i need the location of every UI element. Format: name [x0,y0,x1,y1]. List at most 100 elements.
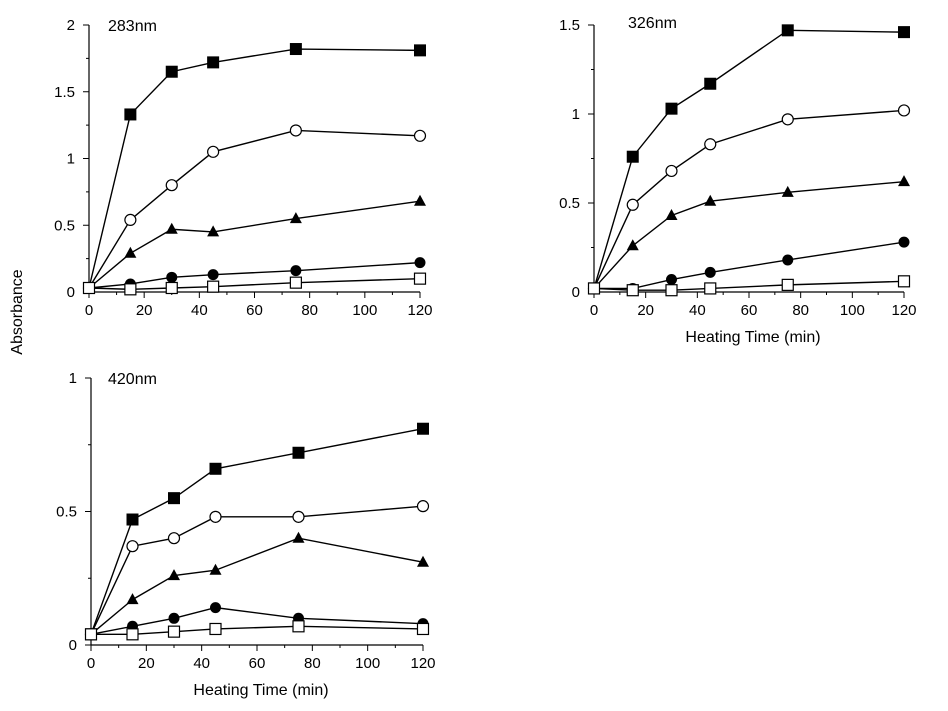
data-point-square-open [167,625,181,638]
x-tick-label: 60 [249,655,266,672]
data-point-circle-open [207,145,220,158]
data-point-triangle-filled [626,239,639,251]
data-point-square-open [289,276,302,289]
data-point-circle-filled [898,236,910,248]
y-tick-label: 0 [69,637,77,654]
data-point-circle-open [126,540,139,553]
data-point-square-open [82,281,96,295]
data-point-circle-open [289,124,302,137]
data-point-square-filled [626,150,639,163]
data-point-circle-open [209,510,222,523]
series-line-square-filled [593,29,905,289]
y-tick-label: 0 [572,284,580,301]
data-point-square-filled [665,102,678,115]
x-tick-label: 0 [85,302,93,319]
data-point-square-open [897,275,911,288]
series-line-square-open [91,625,424,636]
x-tick-label: 100 [840,302,865,319]
data-point-triangle-filled [289,212,302,224]
data-point-square-filled [124,108,137,121]
data-point-square-open [413,272,427,285]
data-point-square-open [207,280,220,293]
data-point-triangle-filled [209,563,222,575]
data-point-square-open [626,284,639,297]
data-point-circle-open [781,113,794,126]
y-tick-label: 1.5 [559,17,580,34]
x-tick-label: 60 [246,302,263,319]
panel-title: 420nm [108,371,157,388]
data-point-square-filled [209,462,222,475]
data-point-circle-open [626,198,639,211]
data-point-circle-filled [666,274,677,286]
x-tick-label: 0 [87,655,95,672]
x-tick-label: 80 [301,302,318,319]
data-point-square-open [165,281,178,295]
data-point-square-open [587,282,601,295]
data-point-circle-open [416,500,430,513]
x-tick-label: 100 [352,302,377,319]
series-line-circle-filled [594,241,905,290]
data-point-circle-filled [207,269,219,281]
y-tick-label: 0.5 [54,217,75,234]
data-point-circle-open [665,164,678,178]
y-axis-title: Absorbance [9,269,26,354]
x-axis-title: Heating Time (min) [193,682,328,699]
y-tick-label: 2 [67,17,75,34]
x-tick-label: 0 [590,302,598,319]
series-line-triangle-filled [88,200,421,289]
x-tick-label: 100 [355,655,380,672]
data-point-circle-open [167,532,181,545]
data-point-circle-open [704,138,717,151]
data-point-square-filled [126,513,139,526]
data-point-square-filled [417,422,429,435]
data-point-square-filled [704,77,717,90]
data-point-triangle-filled [165,222,178,234]
series-line-circle-open [88,129,421,289]
y-tick-label: 1 [69,370,77,387]
series-line-triangle-filled [90,537,424,635]
x-tick-label: 80 [304,655,321,672]
data-point-circle-filled [704,266,716,278]
series-line-square-open [88,277,421,291]
series-line-triangle-filled [593,180,905,289]
data-point-triangle-filled [292,531,305,543]
data-point-square-open [292,620,305,633]
data-point-circle-filled [168,612,180,624]
x-tick-label: 20 [136,302,153,319]
x-tick-label: 120 [891,302,916,319]
data-point-square-filled [289,43,302,56]
data-point-square-filled [168,492,180,505]
data-point-square-open [126,628,139,641]
x-tick-label: 20 [637,302,654,319]
data-point-square-open [781,278,794,291]
y-tick-label: 0.5 [56,504,77,521]
data-point-square-open [124,283,137,296]
x-tick-label: 120 [407,302,432,319]
data-point-triangle-filled [417,555,429,567]
data-point-square-open [209,622,222,636]
x-tick-label: 120 [410,655,435,672]
series-line-square-filled [88,48,421,289]
x-tick-label: 40 [193,655,210,672]
series-line-circle-open [593,109,905,289]
y-tick-label: 1.5 [54,84,75,101]
data-point-circle-open [124,213,137,227]
x-tick-label: 20 [138,655,155,672]
series-line-square-open [593,280,905,291]
data-point-circle-open [413,129,427,142]
data-point-square-filled [207,56,220,69]
y-tick-label: 0.5 [559,195,580,212]
data-point-triangle-filled [414,194,426,206]
data-point-square-filled [781,24,794,37]
data-point-circle-filled [210,602,221,614]
data-point-circle-filled [414,257,426,269]
x-tick-label: 80 [792,302,809,319]
data-point-triangle-filled [207,225,220,237]
chart-panel-326nm: 0 0.5 1 1.5 0 20 40 60 80 100 120 326nm Heating Time… [559,15,916,346]
data-point-square-filled [292,446,305,459]
data-point-square-open [665,284,678,297]
data-point-square-open [416,622,430,636]
data-point-square-open [704,282,717,295]
